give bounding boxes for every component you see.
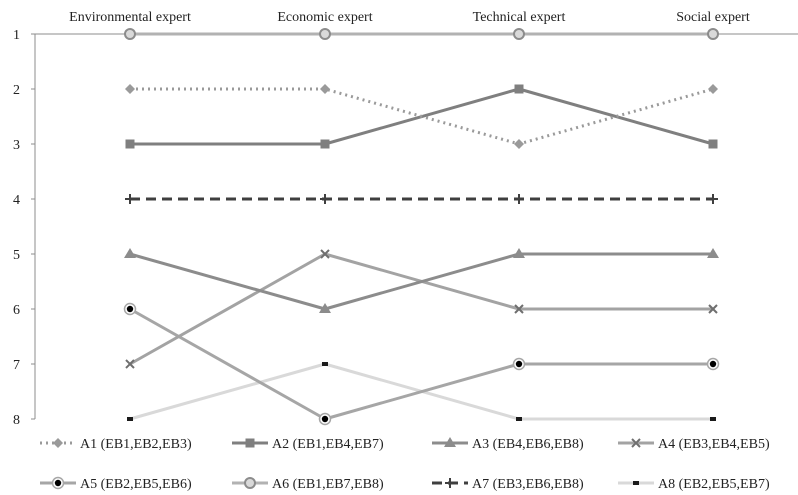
y-tick-label: 6 — [13, 303, 20, 318]
series-line-a1 — [130, 87, 714, 146]
series-point-a4 — [320, 249, 330, 259]
series-point-a5-core — [321, 415, 329, 423]
series-point-a3 — [319, 303, 331, 313]
legend-label: A5 (EB2,EB5,EB6) — [80, 477, 192, 492]
series-point-a6 — [707, 28, 719, 40]
series-point-a7 — [708, 194, 718, 204]
legend-label: A8 (EB2,EB5,EB7) — [658, 477, 770, 492]
series-point-a2 — [708, 139, 718, 149]
series-point-a2 — [514, 84, 524, 94]
series-point-a3 — [513, 248, 525, 258]
legend-swatch-marker — [631, 438, 641, 448]
y-tick-label: 5 — [13, 248, 20, 263]
series-point-a4 — [125, 359, 135, 369]
series-point-a1 — [514, 139, 524, 149]
legend-label: A6 (EB1,EB7,EB8) — [272, 477, 384, 492]
series-point-a8 — [710, 417, 716, 421]
legend-label: A3 (EB4,EB6,EB8) — [472, 437, 584, 452]
x-tick-label: Economic expert — [277, 10, 372, 25]
series-point-a2 — [125, 139, 135, 149]
series-line-a4 — [129, 252, 713, 366]
x-tick-label: Social expert — [676, 10, 750, 25]
y-tick-label: 1 — [13, 28, 20, 43]
legend-swatch-marker — [633, 481, 639, 485]
series-point-a8 — [516, 417, 522, 421]
legend-label: A4 (EB3,EB4,EB5) — [658, 437, 770, 452]
series-point-a4 — [514, 304, 524, 314]
series-line-a3 — [129, 252, 713, 311]
series-point-a4 — [708, 304, 718, 314]
series-point-a3 — [124, 248, 136, 258]
legend-swatch-marker — [244, 477, 256, 489]
legend-swatch-marker-core — [54, 479, 62, 487]
series-point-a7 — [514, 194, 524, 204]
legend-swatch-marker — [53, 438, 63, 448]
series-point-a5-core — [709, 360, 717, 368]
legend-label: A2 (EB1,EB4,EB7) — [272, 437, 384, 452]
y-tick-label: 8 — [13, 413, 20, 428]
x-tick-label: Technical expert — [473, 10, 566, 25]
series-point-a8 — [322, 362, 328, 366]
series-point-a2 — [320, 139, 330, 149]
series-point-a1 — [320, 84, 330, 94]
y-tick-label: 7 — [13, 358, 20, 373]
x-tick-label: Environmental expert — [69, 10, 191, 25]
y-tick-label: 3 — [13, 138, 20, 153]
series-point-a3 — [707, 248, 719, 258]
legend-label: A7 (EB3,EB6,EB8) — [472, 477, 584, 492]
legend-swatch-marker — [245, 438, 255, 448]
legend-label: A1 (EB1,EB2,EB3) — [80, 437, 192, 452]
series-point-a1 — [708, 84, 718, 94]
series-point-a6 — [124, 28, 136, 40]
series-point-a7 — [125, 194, 135, 204]
y-tick-label: 4 — [13, 193, 20, 208]
series-point-a1 — [125, 84, 135, 94]
series-line-a5 — [129, 307, 713, 421]
series-point-a8 — [127, 417, 133, 421]
series-point-a5-core — [126, 305, 134, 313]
series-point-a7 — [320, 194, 330, 204]
series-point-a5-core — [515, 360, 523, 368]
series-point-a6 — [513, 28, 525, 40]
series-point-a6 — [319, 28, 331, 40]
legend-swatch-marker — [444, 437, 456, 447]
y-tick-label: 2 — [13, 83, 20, 98]
legend-swatch-marker — [445, 478, 455, 488]
